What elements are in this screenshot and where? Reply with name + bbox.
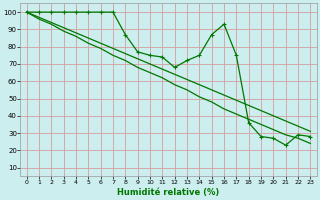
X-axis label: Humidité relative (%): Humidité relative (%)	[117, 188, 220, 197]
